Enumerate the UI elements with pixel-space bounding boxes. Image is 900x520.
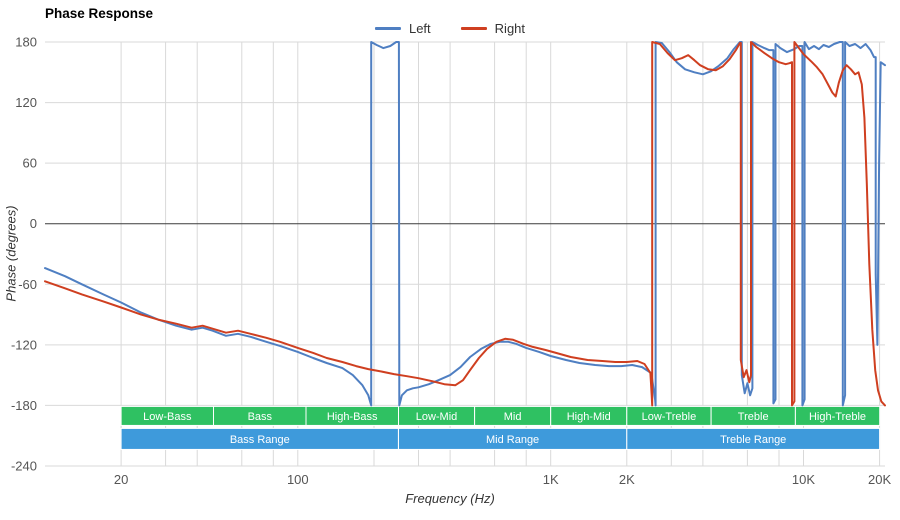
y-axis-label: Phase (degrees) bbox=[3, 205, 19, 302]
legend-label-right: Right bbox=[494, 21, 526, 36]
sub-band-label: Treble bbox=[738, 411, 769, 423]
y-tick-label: -180 bbox=[11, 398, 37, 413]
legend-label-left: Left bbox=[408, 21, 431, 36]
series-line-right[interactable] bbox=[44, 41, 886, 407]
legend: Left Right bbox=[374, 21, 526, 36]
y-tick-label: 60 bbox=[23, 156, 37, 171]
chart-title: Phase Response bbox=[45, 6, 154, 21]
range-band-label: Bass Range bbox=[230, 434, 290, 446]
sub-band-label: Low-Mid bbox=[416, 411, 458, 423]
x-tick-label: 2K bbox=[619, 472, 635, 487]
x-tick-label: 20K bbox=[868, 472, 891, 487]
legend-swatch-right-icon bbox=[460, 27, 487, 30]
x-tick-label: 20 bbox=[114, 472, 128, 487]
sub-band-label: Bass bbox=[248, 411, 273, 423]
x-tick-label: 100 bbox=[287, 472, 309, 487]
y-tick-label: -240 bbox=[11, 459, 37, 474]
y-tick-label: -60 bbox=[18, 277, 37, 292]
y-tick-label: 0 bbox=[30, 216, 37, 231]
x-tick-label: 1K bbox=[543, 472, 559, 487]
sub-band-label: Mid bbox=[504, 411, 522, 423]
sub-band-label: Low-Bass bbox=[143, 411, 192, 423]
legend-swatch-left-icon bbox=[374, 27, 401, 30]
sub-band-label: High-Treble bbox=[809, 411, 866, 423]
x-tick-label: 10K bbox=[792, 472, 815, 487]
sub-band-label: High-Mid bbox=[567, 411, 611, 423]
sub-band-high-treble bbox=[794, 405, 881, 426]
x-axis-label: Frequency (Hz) bbox=[405, 491, 495, 506]
sub-band-label: Low-Treble bbox=[642, 411, 697, 423]
range-band-label: Mid Range bbox=[486, 434, 539, 446]
y-tick-label: -120 bbox=[11, 337, 37, 352]
legend-item-right[interactable]: Right bbox=[460, 21, 526, 36]
y-tick-label: 180 bbox=[15, 35, 37, 50]
legend-item-left[interactable]: Left bbox=[374, 21, 431, 36]
range-band-treble-range bbox=[626, 427, 881, 450]
series-line-left[interactable] bbox=[44, 41, 886, 407]
sub-band-label: High-Bass bbox=[327, 411, 378, 423]
y-tick-label: 120 bbox=[15, 95, 37, 110]
range-band-label: Treble Range bbox=[720, 434, 786, 446]
